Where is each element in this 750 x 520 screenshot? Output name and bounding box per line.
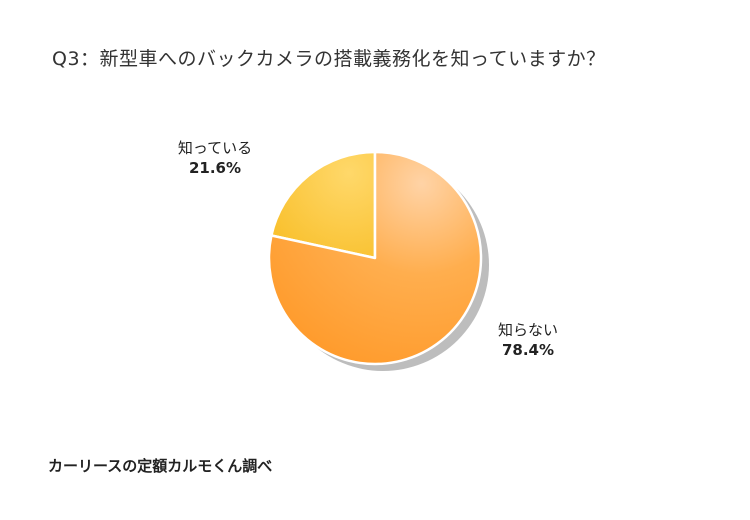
slice-label-name: 知らない bbox=[498, 321, 558, 339]
slice-label-name: 知っている bbox=[178, 139, 252, 157]
slice-label-value: 78.4% bbox=[502, 341, 554, 359]
source-note: カーリースの定額カルモくん調べ bbox=[48, 457, 273, 475]
slice-label-value: 21.6% bbox=[189, 159, 241, 177]
chart-title: Q3：新型車へのバックカメラの搭載義務化を知っていますか？ bbox=[52, 48, 606, 70]
pie-slice-shiranai bbox=[267, 150, 483, 366]
pie-slice-shitteiru bbox=[270, 150, 377, 260]
